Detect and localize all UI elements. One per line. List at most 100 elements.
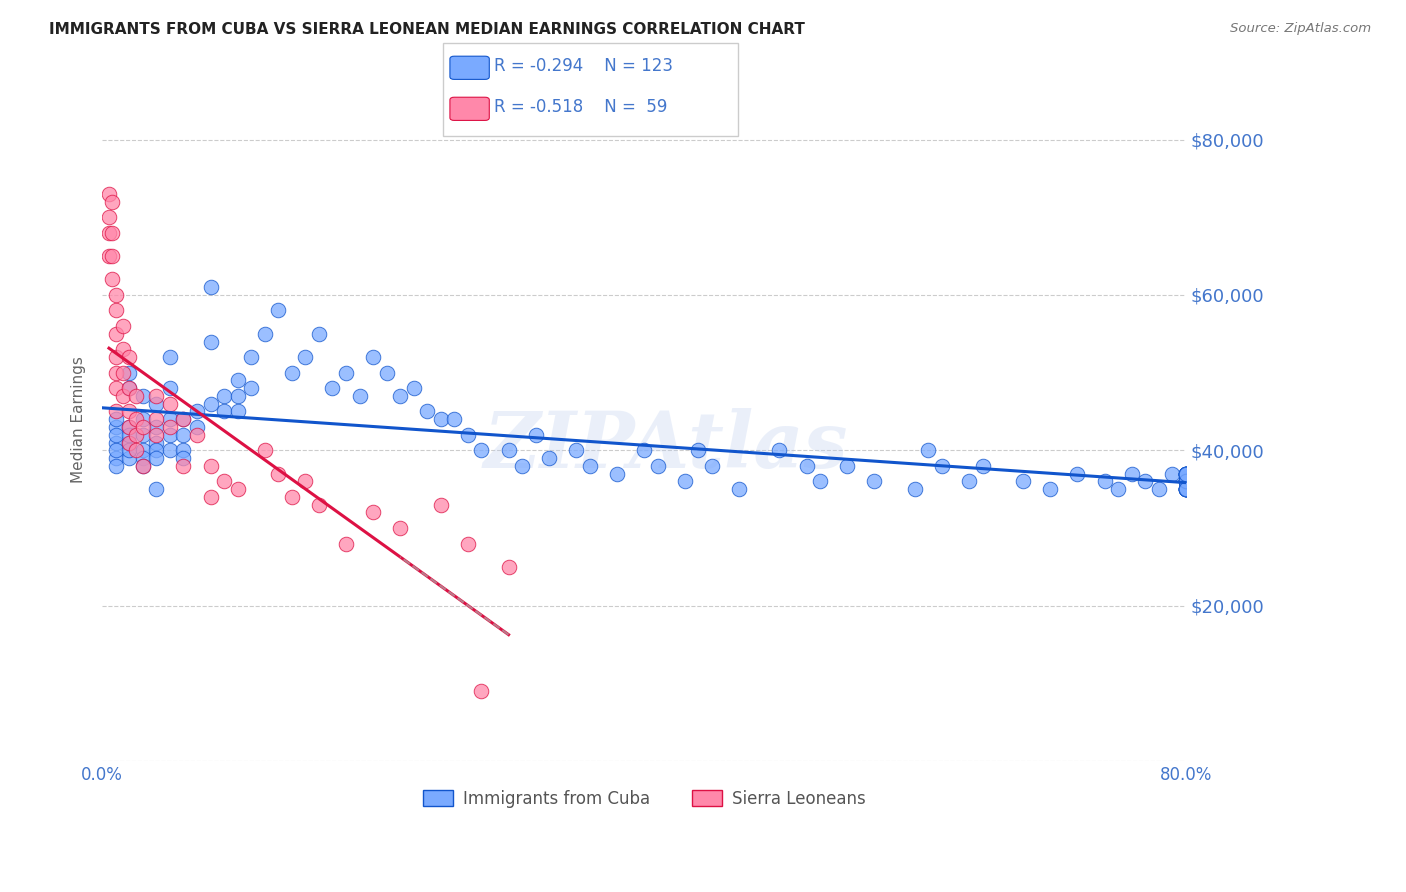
- Point: [1174, 482, 1197, 496]
- Point: [688, 443, 710, 458]
- Point: [565, 443, 588, 458]
- Point: [1174, 482, 1197, 496]
- Point: [145, 389, 167, 403]
- Point: [118, 420, 141, 434]
- Point: [863, 475, 886, 489]
- Point: [226, 482, 249, 496]
- Point: [1039, 482, 1062, 496]
- Point: [1174, 482, 1197, 496]
- Point: [200, 397, 222, 411]
- Point: [118, 435, 141, 450]
- Point: [125, 412, 148, 426]
- Point: [111, 366, 134, 380]
- Point: [145, 420, 167, 434]
- Point: [200, 458, 222, 473]
- Point: [145, 435, 167, 450]
- Point: [1174, 482, 1197, 496]
- Point: [308, 498, 330, 512]
- Point: [416, 404, 439, 418]
- Point: [457, 427, 479, 442]
- Point: [132, 458, 155, 473]
- Point: [240, 381, 263, 395]
- Point: [538, 451, 561, 466]
- Text: R = -0.294    N = 123: R = -0.294 N = 123: [494, 57, 672, 75]
- Point: [457, 536, 479, 550]
- Point: [98, 211, 121, 225]
- Point: [1174, 482, 1197, 496]
- Point: [125, 427, 148, 442]
- Point: [104, 412, 127, 426]
- Point: [159, 397, 181, 411]
- Point: [132, 427, 155, 442]
- Legend: Immigrants from Cuba, Sierra Leoneans: Immigrants from Cuba, Sierra Leoneans: [416, 783, 872, 814]
- Point: [100, 272, 122, 286]
- Point: [104, 458, 127, 473]
- Point: [931, 458, 953, 473]
- Point: [104, 303, 127, 318]
- Text: ZIPAtlas: ZIPAtlas: [484, 409, 848, 485]
- Point: [1174, 475, 1197, 489]
- Point: [361, 506, 384, 520]
- Point: [118, 404, 141, 418]
- Point: [1174, 475, 1197, 489]
- Point: [1174, 475, 1197, 489]
- Point: [132, 412, 155, 426]
- Point: [768, 443, 790, 458]
- Point: [308, 326, 330, 341]
- Point: [1174, 467, 1197, 481]
- Point: [118, 451, 141, 466]
- Point: [1107, 482, 1129, 496]
- Point: [118, 366, 141, 380]
- Point: [837, 458, 859, 473]
- Point: [212, 404, 235, 418]
- Point: [98, 249, 121, 263]
- Point: [159, 427, 181, 442]
- Point: [132, 389, 155, 403]
- Point: [1135, 475, 1157, 489]
- Point: [321, 381, 343, 395]
- Point: [673, 475, 696, 489]
- Point: [335, 366, 357, 380]
- Point: [470, 443, 492, 458]
- Point: [104, 451, 127, 466]
- Text: Source: ZipAtlas.com: Source: ZipAtlas.com: [1230, 22, 1371, 36]
- Point: [1012, 475, 1035, 489]
- Point: [104, 427, 127, 442]
- Point: [1174, 467, 1197, 481]
- Point: [159, 350, 181, 364]
- Point: [633, 443, 655, 458]
- Point: [904, 482, 927, 496]
- Point: [1066, 467, 1088, 481]
- Point: [100, 226, 122, 240]
- Point: [226, 389, 249, 403]
- Point: [1174, 475, 1197, 489]
- Point: [808, 475, 831, 489]
- Point: [145, 412, 167, 426]
- Point: [125, 443, 148, 458]
- Point: [1174, 467, 1197, 481]
- Point: [98, 186, 121, 201]
- Point: [957, 475, 980, 489]
- Point: [1174, 475, 1197, 489]
- Point: [267, 303, 290, 318]
- Point: [1174, 482, 1197, 496]
- Point: [104, 350, 127, 364]
- Point: [498, 443, 520, 458]
- Point: [1174, 475, 1197, 489]
- Point: [796, 458, 818, 473]
- Point: [132, 420, 155, 434]
- Point: [700, 458, 723, 473]
- Point: [145, 482, 167, 496]
- Point: [510, 458, 533, 473]
- Point: [104, 288, 127, 302]
- Point: [200, 334, 222, 349]
- Point: [281, 490, 304, 504]
- Point: [104, 366, 127, 380]
- Point: [335, 536, 357, 550]
- Y-axis label: Median Earnings: Median Earnings: [72, 356, 86, 483]
- Point: [173, 427, 195, 442]
- Point: [1121, 467, 1143, 481]
- Point: [1174, 475, 1197, 489]
- Point: [100, 249, 122, 263]
- Point: [972, 458, 994, 473]
